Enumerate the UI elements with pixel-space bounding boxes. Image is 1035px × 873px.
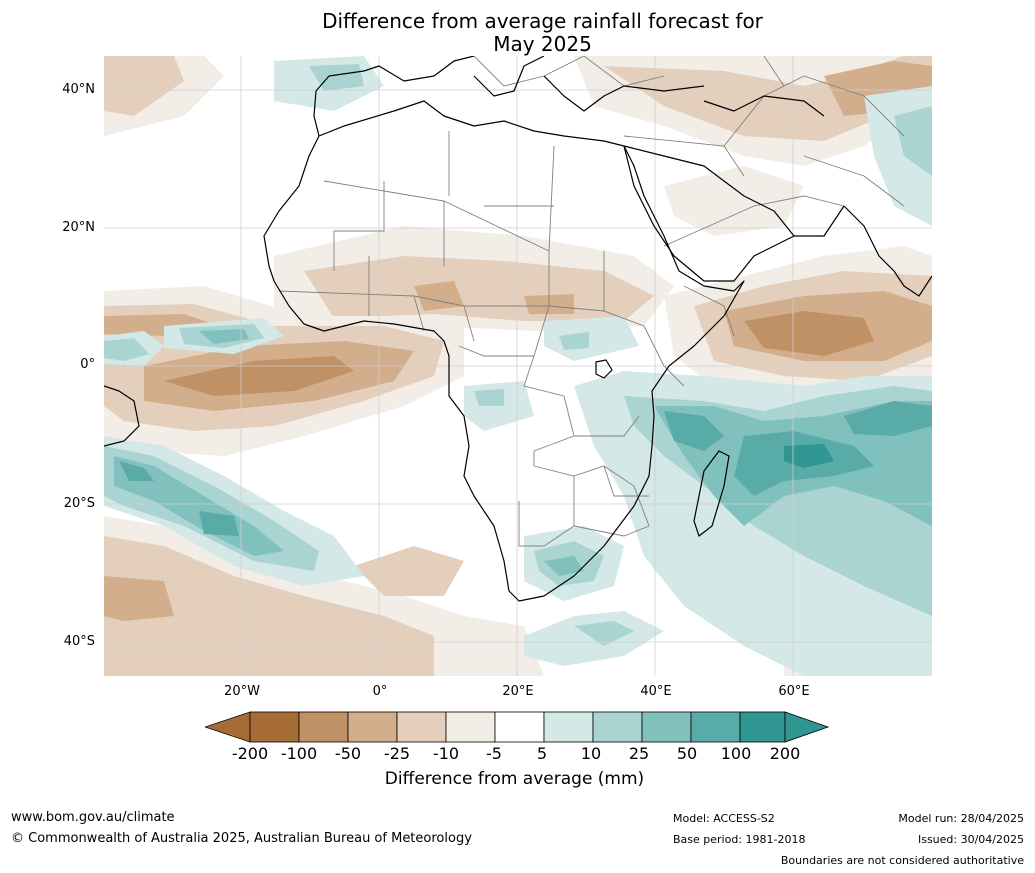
map-title-line2: May 2025 (493, 32, 592, 56)
map-title-line1: Difference from average rainfall forecas… (322, 9, 763, 33)
lat-label-40s: 40°S (63, 634, 95, 649)
lat-label-20s: 20°S (63, 496, 95, 511)
colour-swatch-brown-200 (249, 711, 300, 743)
footer-base-period: Base period: 1981-2018 (673, 833, 806, 846)
coastlines (104, 56, 932, 602)
colour-swatch-teal-10 (543, 711, 594, 743)
lat-label-20n: 20°N (62, 220, 95, 235)
colour-label-25: 25 (628, 744, 650, 763)
drier-50-100-region (744, 311, 874, 356)
colour-swatch-brown-50 (347, 711, 398, 743)
colour-scale-low-triangle (205, 711, 251, 743)
wetter-10-25-region (559, 332, 589, 350)
wetter-25-50-region (544, 556, 584, 576)
wetter-5-10-region (544, 316, 639, 361)
lon-label-60e: 60°E (778, 684, 810, 699)
colour-swatch-teal-25 (592, 711, 643, 743)
colour-scale-high-triangle (784, 711, 830, 743)
wetter-100-200-region (784, 444, 834, 468)
wetter-10-25-region (309, 64, 364, 91)
lat-label-40n: 40°N (62, 82, 95, 97)
footer-model-run: Model run: 28/04/2025 (898, 812, 1024, 825)
colour-label-minus-10: -10 (432, 744, 460, 763)
colour-label-50: 50 (676, 744, 698, 763)
colour-swatch-neutral (494, 711, 545, 743)
rainfall-anomaly-map (104, 56, 932, 676)
colour-label-10: 10 (580, 744, 602, 763)
colour-label-200: 200 (769, 744, 801, 763)
wetter-25-50-region (199, 329, 249, 344)
drier-25-50-region (104, 576, 174, 621)
colour-label-minus-25: -25 (383, 744, 411, 763)
footer-model: Model: ACCESS-S2 (673, 812, 775, 825)
wetter-25-50-region (114, 456, 284, 556)
colour-label-minus-50: -50 (334, 744, 362, 763)
colour-label-minus-5: -5 (486, 744, 502, 763)
lon-label-20e: 20°E (502, 684, 534, 699)
drier-10-25-region (104, 536, 434, 676)
drier-5-10-region (664, 166, 804, 236)
colour-swatch-brown-10 (445, 711, 496, 743)
colour-swatch-teal-100 (690, 711, 741, 743)
wetter-10-25-region (894, 106, 932, 176)
wetter-10-25-region (474, 389, 504, 406)
colour-scale-bar (205, 711, 830, 743)
colour-label-5: 5 (536, 744, 548, 763)
colour-swatch-brown-25 (396, 711, 447, 743)
drier-10-25-region (354, 546, 464, 596)
wetter-50-100-region (664, 411, 724, 451)
footer-url: www.bom.gov.au/climate (11, 810, 175, 825)
lon-label-40e: 40°E (640, 684, 672, 699)
colour-swatch-teal-50 (641, 711, 692, 743)
graticule (104, 56, 932, 676)
wetter-50-100-region (199, 511, 239, 536)
wetter-10-25-region (104, 338, 149, 361)
wetter-50-100-region (844, 401, 932, 436)
colour-scale-title-text: Difference from average (mm) (384, 769, 645, 789)
wetter-10-25-region (574, 621, 634, 646)
footer-copyright: © Commonwealth of Australia 2025, Austra… (11, 831, 472, 846)
lat-label-0: 0° (80, 357, 95, 372)
footer-boundaries-disclaimer: Boundaries are not considered authoritat… (780, 854, 1024, 867)
drier-10-25-region (104, 56, 184, 116)
colour-swatch-brown-100 (298, 711, 349, 743)
colour-label-minus-100: -100 (280, 744, 318, 763)
colour-scale-title: Difference from average (mm) (0, 769, 1035, 789)
colour-label-100: 100 (720, 744, 752, 763)
wetter-50-100-region (119, 461, 154, 481)
colour-label-minus-200: -200 (231, 744, 269, 763)
footer-issued: Issued: 30/04/2025 (917, 833, 1024, 846)
colour-swatch-teal-200 (739, 711, 786, 743)
lon-label-20w: 20°W (224, 684, 260, 699)
lon-label-0: 0° (372, 684, 388, 699)
